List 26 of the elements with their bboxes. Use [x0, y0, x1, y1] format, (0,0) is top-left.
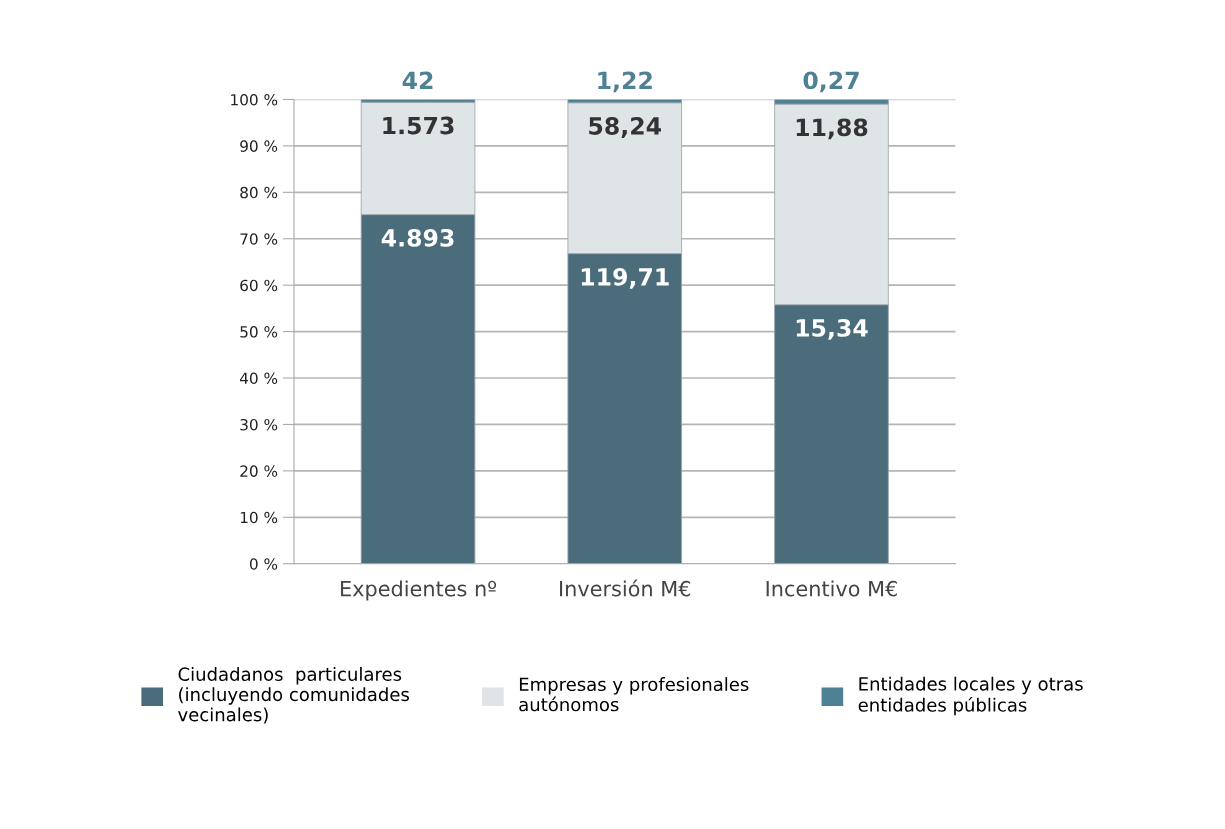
annotation: 119,71: [581, 267, 669, 289]
y-tick-label: 70 %: [240, 233, 278, 245]
annotation: 58,24: [589, 117, 662, 138]
x-tick-label: Expedientes nº: [341, 580, 497, 601]
y-tick-label: 40 %: [239, 372, 278, 385]
annotation: 11,88: [796, 118, 868, 140]
y-tick-label: 50 %: [240, 326, 278, 338]
annotation: 1,22: [598, 71, 652, 93]
y-tick-label: 30 %: [240, 418, 278, 431]
y-tick-label: 0 %: [249, 558, 278, 570]
annotation: 1.573: [383, 116, 454, 135]
y-tick-label: 80 %: [240, 186, 278, 199]
y-tick-label: 100 %: [231, 93, 278, 106]
annotation: 0,27: [803, 71, 859, 93]
legend-label: Ciudadanos particulares (incluyendo comunidades vecinales): [178, 667, 409, 724]
y-tick-label: 60 %: [240, 279, 278, 292]
annotation: 42: [402, 71, 433, 90]
legend-label: Entidades locales y otras entidades públicas: [858, 676, 1083, 716]
x-tick-label: Incentivo M€: [766, 580, 897, 597]
x-tick-label: Inversión M€: [560, 579, 691, 597]
annotation: 15,34: [796, 318, 868, 340]
y-tick-label: 10 %: [240, 511, 278, 524]
annotation: 4.893: [381, 228, 454, 247]
legend-label: Empresas y profesionales autónomos: [519, 677, 749, 712]
y-tick-label: 20 %: [240, 465, 278, 477]
y-tick-label: 90 %: [240, 140, 278, 152]
